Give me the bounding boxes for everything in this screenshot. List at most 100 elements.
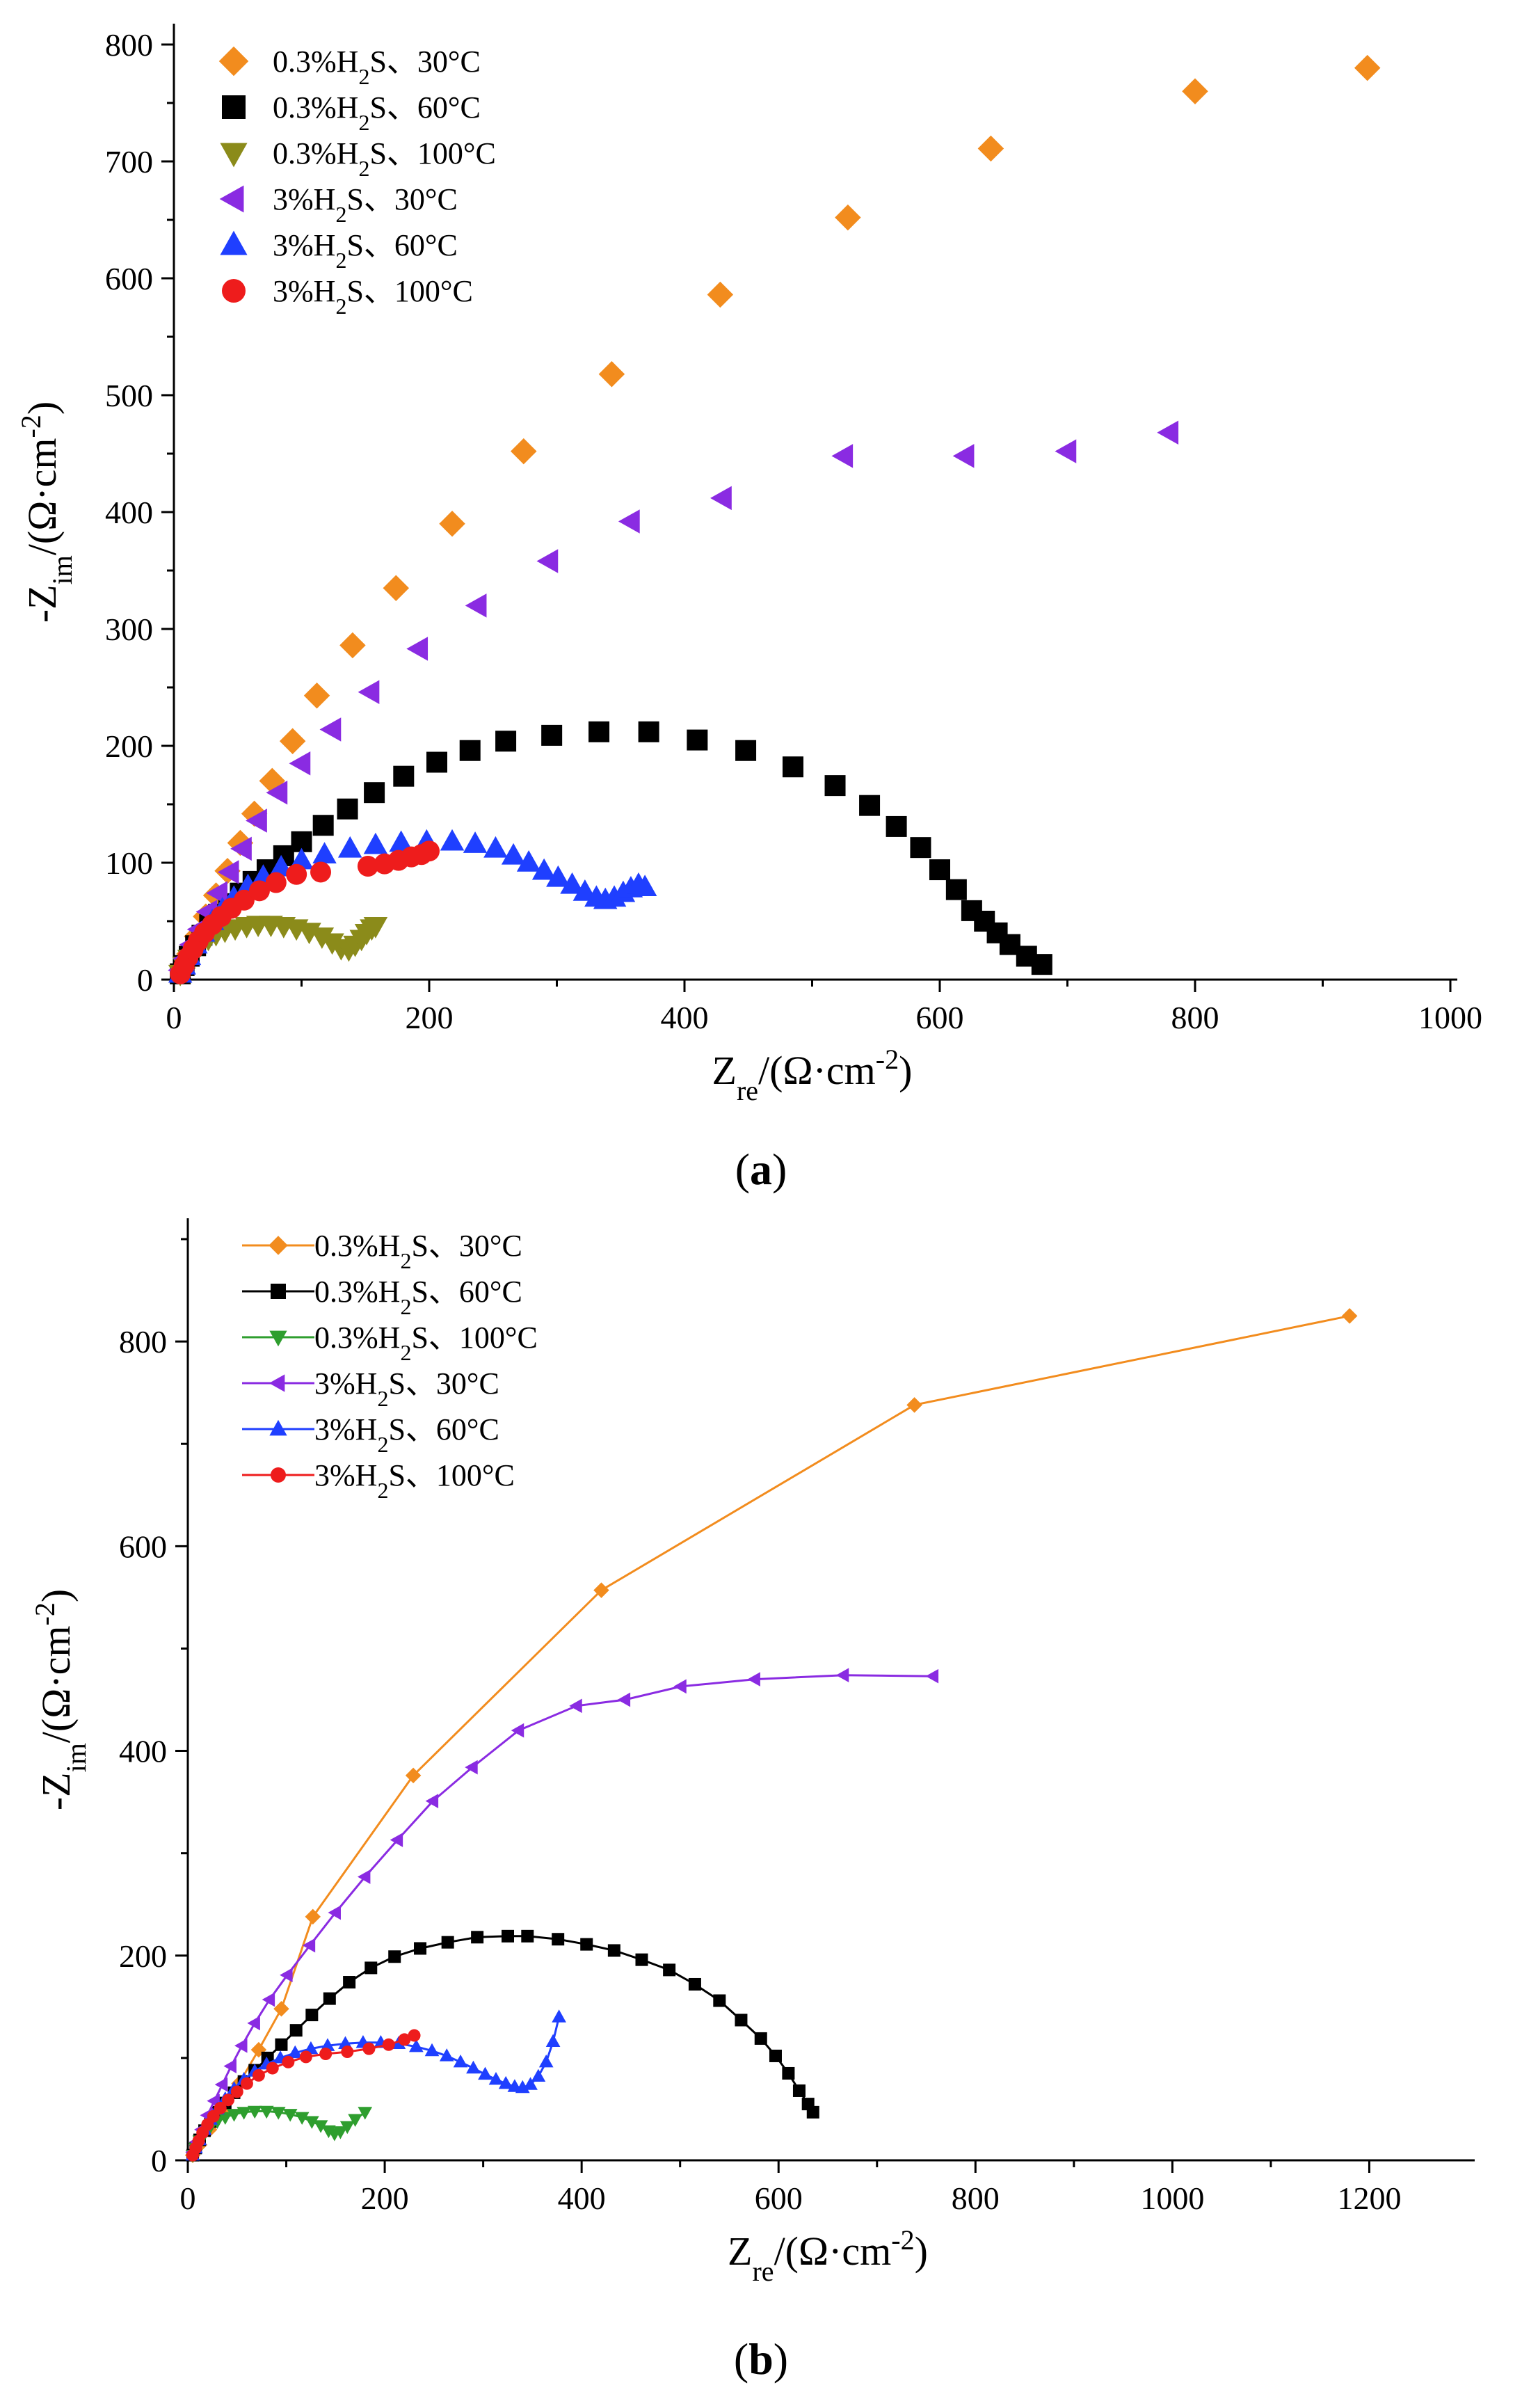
data-point bbox=[617, 1692, 631, 1707]
legend-label-pre: 0.3%H bbox=[314, 1321, 400, 1355]
data-point bbox=[247, 2016, 260, 2031]
x-tick-label: 600 bbox=[755, 2180, 803, 2216]
data-point bbox=[439, 2048, 454, 2062]
legend: 0.3%H2S、30°C0.3%H2S、60°C0.3%H2S、100°C3%H… bbox=[218, 45, 496, 319]
data-point bbox=[362, 2042, 376, 2055]
data-point bbox=[1157, 420, 1179, 445]
x-tick-label: 0 bbox=[166, 1000, 182, 1035]
data-point bbox=[222, 2094, 235, 2107]
legend-label-post: S、60°C bbox=[411, 1275, 522, 1309]
legend-marker bbox=[222, 279, 246, 303]
legend: 0.3%H2S、30°C0.3%H2S、60°C0.3%H2S、100°C3%H… bbox=[242, 1229, 538, 1503]
data-point bbox=[425, 1794, 439, 1808]
data-point bbox=[310, 861, 332, 883]
legend-item: 3%H2S、100°C bbox=[222, 274, 473, 319]
x-axis-title-main: Z bbox=[728, 2228, 752, 2274]
y-tick-label: 400 bbox=[119, 1734, 167, 1769]
data-point bbox=[424, 2043, 440, 2057]
data-point bbox=[214, 2101, 227, 2114]
y-axis-title-subscript: im bbox=[61, 1743, 92, 1772]
data-point bbox=[471, 1931, 484, 1944]
data-point bbox=[286, 863, 307, 885]
data-point bbox=[523, 2077, 538, 2090]
legend-label-post: S、60°C bbox=[388, 1412, 499, 1446]
data-point bbox=[673, 1679, 687, 1694]
legend-marker bbox=[271, 1467, 286, 1483]
data-point bbox=[925, 1668, 939, 1684]
x-tick-label: 200 bbox=[406, 1000, 454, 1035]
data-point bbox=[341, 2046, 354, 2059]
x-axis-title-subscript: re bbox=[737, 1075, 758, 1106]
data-point bbox=[929, 859, 950, 881]
data-point bbox=[552, 1933, 565, 1946]
data-point bbox=[1354, 54, 1381, 81]
legend-label-subscript: 2 bbox=[377, 1478, 388, 1503]
data-point bbox=[230, 2085, 243, 2098]
data-point bbox=[408, 2029, 421, 2042]
data-point bbox=[240, 2077, 253, 2090]
series-4 bbox=[185, 1668, 939, 2160]
data-point bbox=[735, 740, 757, 761]
legend-marker bbox=[222, 95, 246, 119]
legend-label-subscript: 2 bbox=[400, 1294, 411, 1319]
data-point bbox=[289, 751, 311, 776]
data-point bbox=[459, 740, 481, 761]
data-point bbox=[302, 1938, 316, 1953]
data-point bbox=[294, 2112, 310, 2126]
data-point bbox=[632, 875, 657, 897]
legend-item: 3%H2S、60°C bbox=[242, 1412, 499, 1457]
x-axis-title: Zre/(Ω·cm-2) bbox=[728, 2224, 928, 2287]
data-point bbox=[358, 2107, 373, 2120]
legend-marker bbox=[218, 46, 249, 77]
data-point bbox=[707, 281, 734, 308]
chart-a: 0 200 400 600 800 1000 0 100 200 300 400 500 600 700 8… bbox=[15, 24, 1482, 1106]
legend-label-pre: 0.3%H bbox=[314, 1229, 400, 1263]
data-point bbox=[289, 847, 314, 870]
data-point bbox=[688, 1977, 701, 1991]
legend-label-pre: 3%H bbox=[314, 1366, 377, 1401]
data-point bbox=[207, 2110, 220, 2123]
data-point bbox=[521, 1929, 534, 1943]
legend-label: 3%H2S、30°C bbox=[273, 182, 458, 227]
data-point bbox=[426, 751, 448, 773]
data-point bbox=[607, 1944, 620, 1957]
x-axis-title-unit: /(Ω·cm bbox=[774, 2228, 892, 2274]
x-axis-title-subscript: re bbox=[752, 2256, 774, 2287]
data-point bbox=[348, 2114, 362, 2127]
data-point bbox=[218, 2112, 233, 2126]
data-point bbox=[230, 836, 252, 861]
legend-item: 0.3%H2S、30°C bbox=[242, 1229, 522, 1273]
legend-label-pre: 0.3%H bbox=[273, 45, 358, 79]
data-point bbox=[388, 1950, 401, 1963]
data-point bbox=[463, 831, 488, 853]
y-tick-label: 700 bbox=[105, 144, 153, 180]
y-axis-title-close: ) bbox=[33, 1589, 79, 1602]
data-point bbox=[299, 2050, 312, 2064]
data-point bbox=[323, 1992, 336, 2005]
y-axis-title-subscript: im bbox=[47, 555, 78, 584]
data-point bbox=[247, 2105, 262, 2119]
data-point bbox=[357, 1869, 371, 1884]
data-point bbox=[319, 717, 342, 742]
x-tick-label: 1000 bbox=[1418, 1000, 1482, 1035]
data-point bbox=[227, 2109, 241, 2122]
legend-marker bbox=[269, 1374, 285, 1392]
data-point bbox=[541, 724, 563, 746]
y-tick-label: 200 bbox=[119, 1938, 167, 1974]
data-point bbox=[262, 1992, 275, 2007]
legend-label: 3%H2S、100°C bbox=[314, 1458, 515, 1503]
legend-label-post: S、30°C bbox=[388, 1366, 499, 1401]
data-point bbox=[358, 680, 380, 704]
data-point bbox=[405, 1767, 422, 1784]
legend-label-post: S、60°C bbox=[369, 90, 480, 125]
data-point bbox=[663, 1963, 676, 1977]
data-point bbox=[635, 1953, 648, 1966]
data-point bbox=[419, 840, 440, 862]
x-tick-label: 1200 bbox=[1337, 2180, 1401, 2216]
data-point bbox=[439, 511, 465, 537]
data-point bbox=[305, 1908, 321, 1925]
legend-label: 0.3%H2S、60°C bbox=[314, 1275, 522, 1319]
legend-label: 3%H2S、30°C bbox=[314, 1366, 499, 1411]
data-point bbox=[713, 1994, 726, 2007]
data-point bbox=[363, 832, 388, 854]
